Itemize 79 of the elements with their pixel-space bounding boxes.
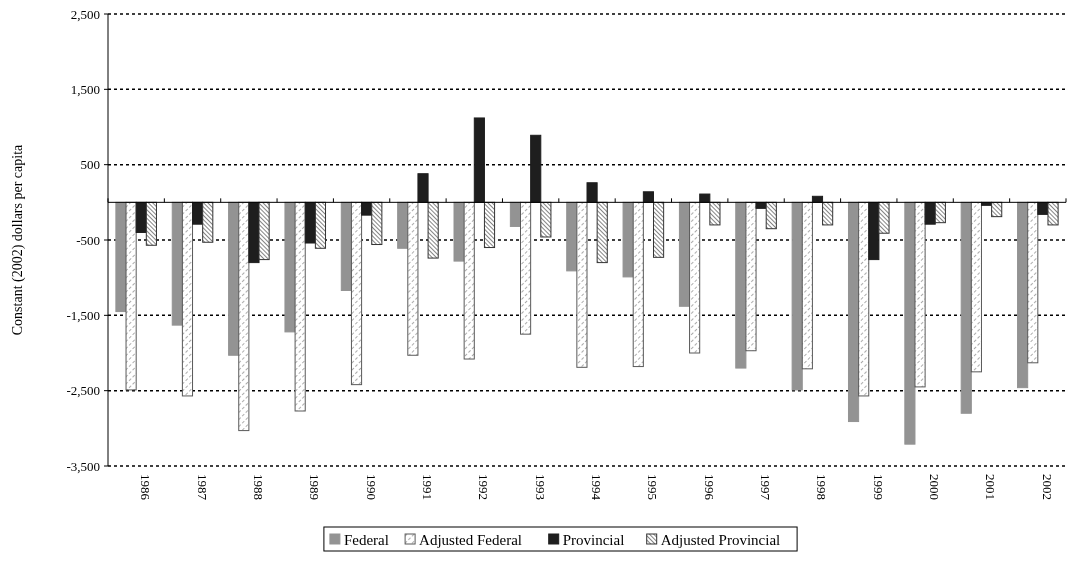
x-tick-label: 2002 [1039,474,1055,500]
x-tick-label: 1993 [532,474,548,500]
bar [914,201,926,388]
x-tick-label: 2000 [927,474,943,500]
bar [463,201,475,360]
bar [791,201,803,391]
x-tick-label: 1995 [645,474,661,500]
y-tick-label: 500 [80,157,100,173]
bar [520,201,532,335]
bar [822,201,834,226]
bar [904,201,916,445]
bar [417,173,429,203]
bar [622,201,634,278]
y-tick-label: -2,500 [66,383,100,399]
bar [181,201,194,397]
x-tick-label: 1989 [307,474,323,500]
bar [371,201,383,246]
bar [586,182,598,203]
bar [202,201,214,243]
legend-label: Provincial [562,532,625,549]
legend-label: Adjusted Federal [419,532,522,549]
bar [596,201,608,264]
bar [145,201,157,246]
bar [924,201,936,225]
bar [453,201,465,262]
bar [314,201,327,249]
y-tick-label: -500 [76,232,100,248]
bar [632,201,644,368]
x-tick-label: 1990 [363,474,379,500]
bar [735,201,747,369]
y-tick-label: -1,500 [66,307,100,323]
bar [934,201,946,224]
x-tick-label: 1997 [758,474,774,501]
legend-label: Adjusted Provincial [660,532,781,549]
bar [576,201,588,368]
bar [1047,201,1059,226]
bar [878,201,890,234]
bar [258,201,270,261]
bar [407,201,419,356]
x-tick-label: 1992 [476,474,492,500]
bar [350,201,363,386]
bar [473,117,485,203]
bar [653,201,665,258]
x-tick-label: 1991 [419,474,435,500]
y-tick-label: -3,500 [66,458,100,474]
bar [801,201,813,370]
x-tick-label: 1988 [250,474,266,500]
bar [699,193,711,203]
bar [858,201,870,397]
y-tick-label: 2,500 [70,6,100,22]
y-tick-label: 1,500 [70,81,100,97]
bar [847,201,860,423]
bar [540,201,552,238]
x-tick-label: 1987 [194,474,210,501]
bar [970,201,982,373]
x-tick-label: 1998 [814,474,830,500]
x-tick-label: 1994 [589,474,604,501]
bar [125,201,137,391]
bar [427,201,439,259]
y-axis-title: Constant (2002) dollars per capita [10,143,26,336]
bar [991,201,1003,218]
bar [745,201,757,352]
bar [868,201,880,261]
bar [1027,201,1039,364]
bar [689,201,701,354]
bar [642,191,654,203]
bar [765,201,777,230]
bar [294,201,306,412]
bar [960,201,972,414]
bar [709,201,721,226]
x-tick-label: 1986 [138,474,154,501]
x-tick-label: 1999 [870,474,886,500]
bar [1017,201,1029,389]
x-tick-label: 2001 [983,474,999,500]
bar [238,201,250,432]
legend-label: Federal [343,532,389,549]
bar [483,201,496,249]
x-tick-label: 1996 [701,474,717,501]
bar [530,134,542,203]
